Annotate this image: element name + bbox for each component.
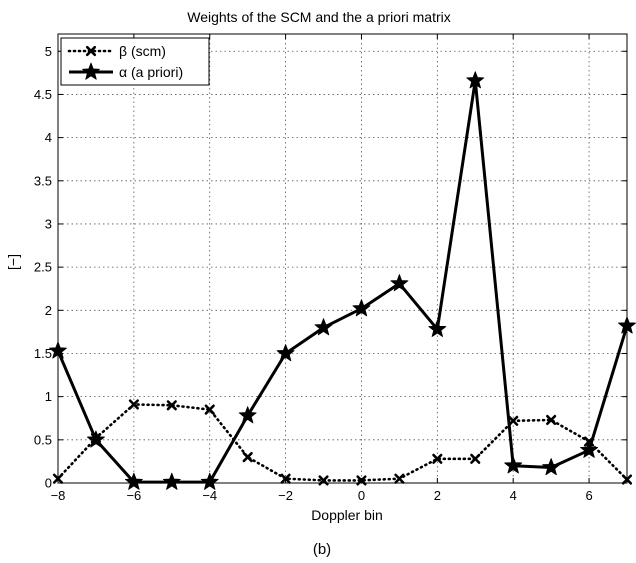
x-tick-label: 4	[510, 488, 517, 503]
x-tick-label: −4	[202, 488, 217, 503]
data-point-beta-scm	[470, 453, 481, 464]
y-tick-label: 2.5	[34, 260, 52, 275]
legend-marker-beta-scm	[85, 45, 97, 57]
legend-label-alpha-a-priori: α (a priori)	[119, 64, 183, 80]
y-axis-label: [−]	[5, 254, 21, 270]
data-point-beta-scm	[242, 451, 253, 463]
y-tick-label: 0.5	[34, 432, 52, 447]
data-point-alpha-a-priori	[504, 456, 523, 474]
series-line-alpha-a-priori	[56, 79, 629, 484]
data-point-beta-scm	[280, 473, 291, 484]
y-tick-label: 3.5	[34, 173, 52, 188]
data-point-beta-scm	[508, 415, 519, 426]
data-point-alpha-a-priori	[314, 318, 333, 336]
x-tick-label: −8	[51, 488, 66, 503]
panel-label: (b)	[313, 541, 331, 558]
plot-area-frame	[57, 33, 628, 484]
chart-title: Weights of the SCM and the a priori matr…	[187, 9, 451, 25]
data-point-beta-scm	[394, 473, 405, 484]
data-point-alpha-a-priori	[428, 319, 447, 337]
x-tick-label: −2	[278, 488, 293, 503]
series-line-beta-scm	[56, 403, 629, 482]
y-tick-label: 4.5	[34, 87, 52, 102]
legend: β (scm) α (a priori)	[60, 37, 210, 86]
legend-label-beta-scm: β (scm)	[119, 43, 166, 59]
y-tick-label: 5	[45, 44, 52, 59]
x-axis-label: Doppler bin	[311, 507, 383, 523]
x-tick-label: −6	[126, 488, 141, 503]
x-tick-label: 2	[434, 488, 441, 503]
data-point-alpha-a-priori	[124, 472, 143, 490]
y-tick-label: 1.5	[34, 346, 52, 361]
data-point-alpha-a-priori	[390, 274, 409, 292]
data-point-alpha-a-priori	[200, 472, 219, 490]
data-point-alpha-a-priori	[276, 344, 295, 362]
axis-ticks: −8 −6 −4 −2 0 2 4 6 0 0.5 1 1.5 2 2.5 3 3.5 4 4.5 5	[34, 34, 627, 503]
data-point-beta-scm	[166, 400, 177, 411]
legend-marker-alpha-a-priori	[82, 62, 100, 80]
data-point-alpha-a-priori	[352, 299, 371, 317]
data-point-alpha-a-priori	[580, 440, 599, 458]
data-point-beta-scm	[204, 404, 215, 415]
data-point-beta-scm	[128, 399, 139, 410]
data-point-alpha-a-priori	[86, 430, 105, 448]
y-tick-label: 3	[45, 216, 52, 231]
data-point-beta-scm	[432, 453, 443, 464]
data-point-alpha-a-priori	[238, 406, 257, 424]
y-tick-label: 1	[45, 389, 52, 404]
y-tick-label: 2	[45, 303, 52, 318]
x-tick-label: 0	[358, 488, 365, 503]
data-point-beta-scm	[546, 414, 557, 426]
grid-lines	[58, 34, 627, 483]
data-point-alpha-a-priori	[542, 458, 561, 476]
data-point-alpha-a-priori	[466, 71, 485, 89]
x-tick-label: 6	[585, 488, 592, 503]
y-tick-label: 0	[45, 476, 52, 491]
y-tick-label: 4	[45, 130, 52, 145]
legend-box	[60, 37, 210, 86]
data-point-alpha-a-priori	[162, 472, 181, 490]
